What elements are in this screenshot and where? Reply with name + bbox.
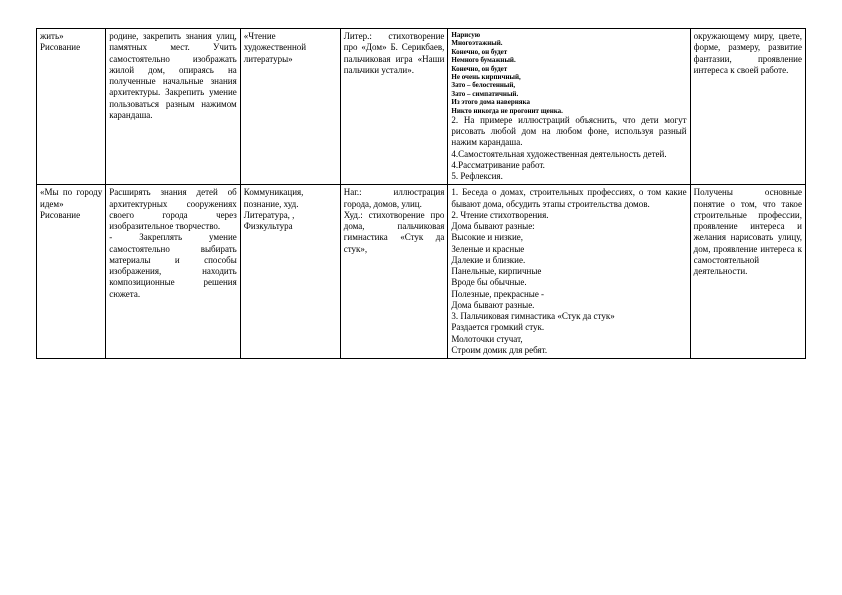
text: 2. На примере иллюстраций объяснить, что… bbox=[451, 115, 686, 183]
text: Коммуникация, познание, худ. Литература,… bbox=[244, 187, 304, 231]
table-row: «Мы по городу идем» Рисование Расширять … bbox=[37, 185, 806, 359]
cell-materials: Наг.: иллюстрация города, домов, улиц. Х… bbox=[340, 185, 448, 359]
text: Литер.: стихотворение про «Дом» Б. Серик… bbox=[344, 31, 445, 75]
text: Расширять знания детей об архитектурных … bbox=[109, 187, 237, 298]
topic-type: Рисование bbox=[40, 210, 102, 221]
curriculum-table: жить» Рисование родине, закрепить знания… bbox=[36, 28, 806, 359]
text: «Чтение художественной литературы» bbox=[244, 31, 306, 64]
cell-topic: жить» Рисование bbox=[37, 29, 106, 185]
page: жить» Рисование родине, закрепить знания… bbox=[0, 0, 842, 387]
cell-outcome: окружающему миру, цвете, форме, размеру,… bbox=[690, 29, 805, 185]
text: 1. Беседа о домах, строительных професси… bbox=[451, 187, 686, 355]
cell-topic: «Мы по городу идем» Рисование bbox=[37, 185, 106, 359]
cell-outcome: Получены основные понятие о том, что так… bbox=[690, 185, 805, 359]
text: жить» Рисование bbox=[40, 31, 80, 52]
cell-area: Коммуникация, познание, худ. Литература,… bbox=[240, 185, 340, 359]
cell-goals: родине, закрепить знания улиц, памятных … bbox=[106, 29, 241, 185]
cell-activity: Нарисую Многоэтажный. Конечно, он будет … bbox=[448, 29, 690, 185]
cell-goals: Расширять знания детей об архитектурных … bbox=[106, 185, 241, 359]
table-row: жить» Рисование родине, закрепить знания… bbox=[37, 29, 806, 185]
cell-area: «Чтение художественной литературы» bbox=[240, 29, 340, 185]
text: Наг.: иллюстрация города, домов, улиц. Х… bbox=[344, 187, 445, 253]
text: Получены основные понятие о том, что так… bbox=[694, 187, 802, 276]
text: окружающему миру, цвете, форме, размеру,… bbox=[694, 31, 802, 75]
text: родине, закрепить знания улиц, памятных … bbox=[109, 31, 237, 120]
cell-activity: 1. Беседа о домах, строительных професси… bbox=[448, 185, 690, 359]
topic-title: «Мы по городу идем» bbox=[40, 187, 102, 210]
cell-materials: Литер.: стихотворение про «Дом» Б. Серик… bbox=[340, 29, 448, 185]
poem: Нарисую Многоэтажный. Конечно, он будет … bbox=[451, 31, 686, 115]
